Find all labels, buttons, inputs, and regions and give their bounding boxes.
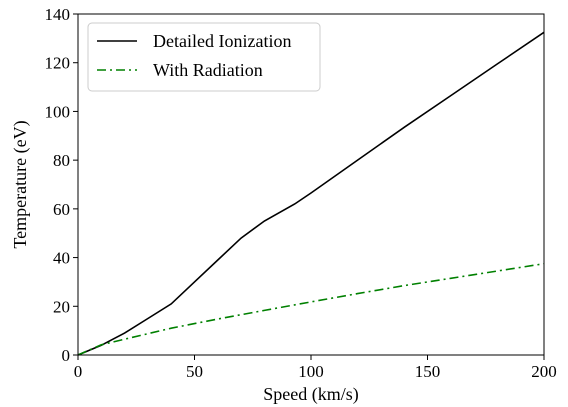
series-line-1 <box>77 31 545 356</box>
x-tick-label: 200 <box>531 362 557 381</box>
x-tick-label: 50 <box>186 362 203 381</box>
x-axis-title: Speed (km/s) <box>263 384 358 405</box>
x-tick-label: 0 <box>74 362 83 381</box>
y-axis-title: Temperature (eV) <box>10 120 31 248</box>
y-tick-label: 60 <box>53 200 70 219</box>
y-axis-ticks: 0 20 40 60 80 100 120 140 <box>45 5 78 365</box>
x-tick-label: 150 <box>415 362 441 381</box>
legend-label-1: Detailed Ionization <box>153 31 291 51</box>
legend: Detailed Ionization With Radiation <box>87 22 321 92</box>
legend-box <box>87 22 321 92</box>
series-line-2 <box>77 262 545 356</box>
y-tick-label: 40 <box>53 249 70 268</box>
y-tick-label: 20 <box>53 297 70 316</box>
y-tick-label: 80 <box>53 151 70 170</box>
y-tick-label: 140 <box>45 5 71 24</box>
x-tick-label: 100 <box>298 362 324 381</box>
x-axis-ticks: 0 50 100 150 200 <box>74 355 557 381</box>
legend-label-2: With Radiation <box>153 60 263 80</box>
y-tick-label: 100 <box>45 102 71 121</box>
y-tick-label: 120 <box>45 54 71 73</box>
y-tick-label: 0 <box>62 346 71 365</box>
series-layer <box>77 31 545 356</box>
